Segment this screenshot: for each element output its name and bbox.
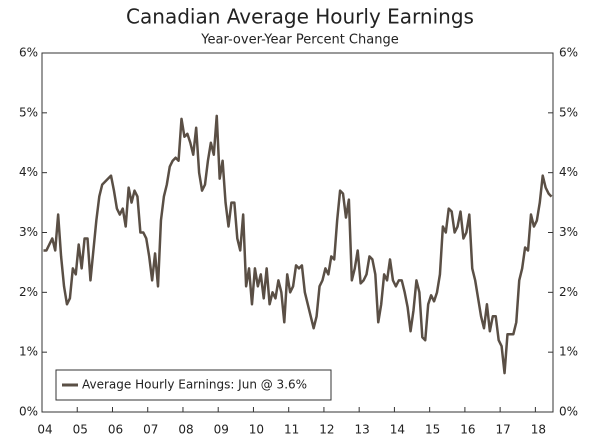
data-line bbox=[43, 114, 553, 375]
x-tick-label: 16 bbox=[460, 423, 475, 437]
chart-subtitle: Year-over-Year Percent Change bbox=[200, 33, 398, 48]
x-tick-label: 13 bbox=[355, 423, 370, 437]
x-tick-label: 17 bbox=[495, 423, 510, 437]
legend-label: Average Hourly Earnings: Jun @ 3.6% bbox=[82, 378, 307, 392]
x-tick-label: 18 bbox=[531, 423, 546, 437]
y2-tick-label: 5% bbox=[559, 105, 578, 119]
x-tick-label: 08 bbox=[178, 423, 193, 437]
x-tick-label: 04 bbox=[37, 423, 52, 437]
x-tick-label: 09 bbox=[214, 423, 229, 437]
legend-box bbox=[55, 369, 332, 401]
y2-tick-label: 2% bbox=[559, 285, 578, 299]
x-tick-label: 10 bbox=[249, 423, 264, 437]
y-tick-label: 0% bbox=[19, 405, 38, 419]
y-tick-label: 4% bbox=[19, 165, 38, 179]
plot-frame bbox=[41, 52, 554, 413]
x-tick-label: 15 bbox=[425, 423, 440, 437]
y-tick-label: 3% bbox=[19, 225, 38, 239]
x-tick-label: 05 bbox=[73, 423, 88, 437]
y2-tick-label: 6% bbox=[559, 46, 578, 60]
x-tick-label: 12 bbox=[319, 423, 334, 437]
y-tick-label: 6% bbox=[19, 46, 38, 60]
y-tick-label: 1% bbox=[19, 345, 38, 359]
x-tick-label: 11 bbox=[284, 423, 299, 437]
y-tick-label: 2% bbox=[19, 285, 38, 299]
x-tick-label: 14 bbox=[390, 423, 405, 437]
x-tick-label: 06 bbox=[108, 423, 123, 437]
y2-tick-label: 0% bbox=[559, 405, 578, 419]
chart-title: Canadian Average Hourly Earnings bbox=[126, 5, 474, 29]
y2-tick-label: 4% bbox=[559, 165, 578, 179]
y-tick-label: 5% bbox=[19, 105, 38, 119]
y2-tick-label: 3% bbox=[559, 225, 578, 239]
y2-tick-label: 1% bbox=[559, 345, 578, 359]
x-tick-label: 07 bbox=[143, 423, 158, 437]
